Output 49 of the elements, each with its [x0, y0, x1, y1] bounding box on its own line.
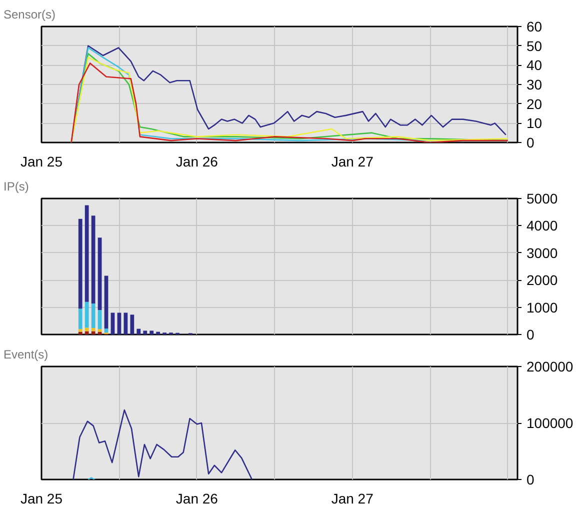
bar	[104, 276, 108, 329]
y-tick-label: 3000	[526, 244, 558, 261]
y-tick-label: 30	[526, 76, 542, 92]
y-tick-label: 200000	[526, 358, 574, 374]
bar	[84, 331, 89, 334]
bar	[78, 308, 82, 330]
chart-title: IP(s)	[4, 180, 29, 194]
bar	[150, 330, 154, 334]
x-tick-label: Jan 26	[176, 154, 218, 170]
y-tick-label: 0	[526, 472, 534, 488]
bar	[84, 328, 89, 332]
bar	[91, 331, 96, 334]
bar	[91, 216, 96, 304]
y-tick-label: 50	[526, 38, 542, 54]
chart-title: Event(s)	[4, 348, 48, 362]
bar	[78, 218, 82, 309]
y-tick-label: 10	[526, 115, 542, 132]
bar	[84, 205, 89, 302]
bar	[98, 329, 102, 332]
bar	[130, 314, 134, 334]
bar	[91, 328, 96, 332]
bar	[110, 312, 115, 334]
y-tick-label: 20	[526, 96, 542, 112]
y-tick-label: 100000	[526, 415, 574, 431]
y-tick-label: 4000	[526, 218, 558, 234]
y-tick-label: 0	[526, 326, 534, 342]
x-tick-label: Jan 27	[331, 490, 374, 506]
x-tick-label: Jan 26	[176, 490, 218, 506]
bar	[143, 330, 148, 334]
x-tick-label: Jan 25	[20, 154, 63, 170]
x-tick-label: Jan 25	[20, 490, 63, 506]
bar	[78, 332, 82, 334]
bar	[91, 303, 96, 328]
bar	[84, 302, 89, 328]
bar	[136, 328, 141, 334]
y-tick-label: 1000	[526, 299, 558, 316]
x-tick-label: Jan 27	[331, 154, 374, 170]
y-tick-label: 2000	[526, 272, 558, 288]
bar	[117, 312, 122, 334]
y-tick-label: 0	[526, 134, 534, 150]
y-tick-label: 5000	[526, 190, 558, 206]
bar	[156, 332, 160, 334]
chart-title: Sensor(s)	[4, 8, 56, 22]
bar	[98, 238, 102, 310]
bar	[124, 312, 128, 334]
y-tick-label: 40	[526, 57, 542, 74]
y-tick-label: 60	[526, 18, 542, 34]
bar	[98, 310, 102, 330]
bar	[78, 329, 82, 332]
